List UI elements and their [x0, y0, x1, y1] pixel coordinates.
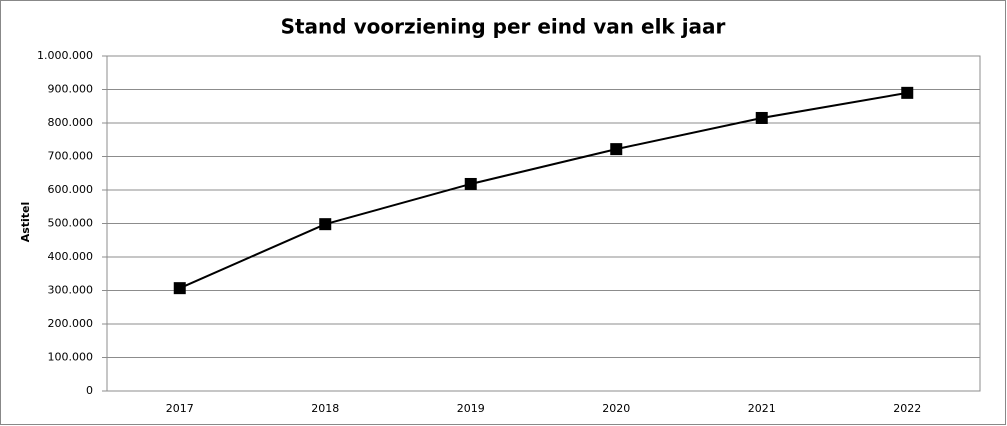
chart-title: Stand voorziening per eind van elk jaar [281, 15, 726, 39]
data-marker [755, 111, 768, 124]
x-tick-label: 2018 [311, 402, 339, 415]
y-tick-label: 500.000 [48, 217, 94, 230]
y-tick-label: 100.000 [48, 351, 94, 364]
data-marker [173, 282, 186, 295]
data-marker [610, 143, 623, 156]
y-tick-label: 800.000 [48, 116, 94, 129]
y-tick-label: 300.000 [48, 284, 94, 297]
data-marker [464, 177, 477, 190]
x-tick-label: 2020 [602, 402, 630, 415]
y-tick-label: 200.000 [48, 317, 94, 330]
y-tick-label: 0 [86, 384, 93, 397]
data-marker [901, 86, 914, 99]
y-tick-label: 1.000.000 [37, 49, 93, 62]
x-tick-label: 2019 [457, 402, 485, 415]
x-tick-label: 2022 [893, 402, 921, 415]
x-tick-label: 2021 [748, 402, 776, 415]
y-tick-label: 400.000 [48, 250, 94, 263]
y-axis-label: Astitel [19, 202, 32, 243]
x-tick-label: 2017 [166, 402, 194, 415]
data-marker [319, 218, 332, 231]
y-tick-label: 600.000 [48, 183, 94, 196]
y-tick-label: 900.000 [48, 83, 94, 96]
data-line [179, 91, 908, 290]
y-tick-label: 700.000 [48, 150, 94, 163]
